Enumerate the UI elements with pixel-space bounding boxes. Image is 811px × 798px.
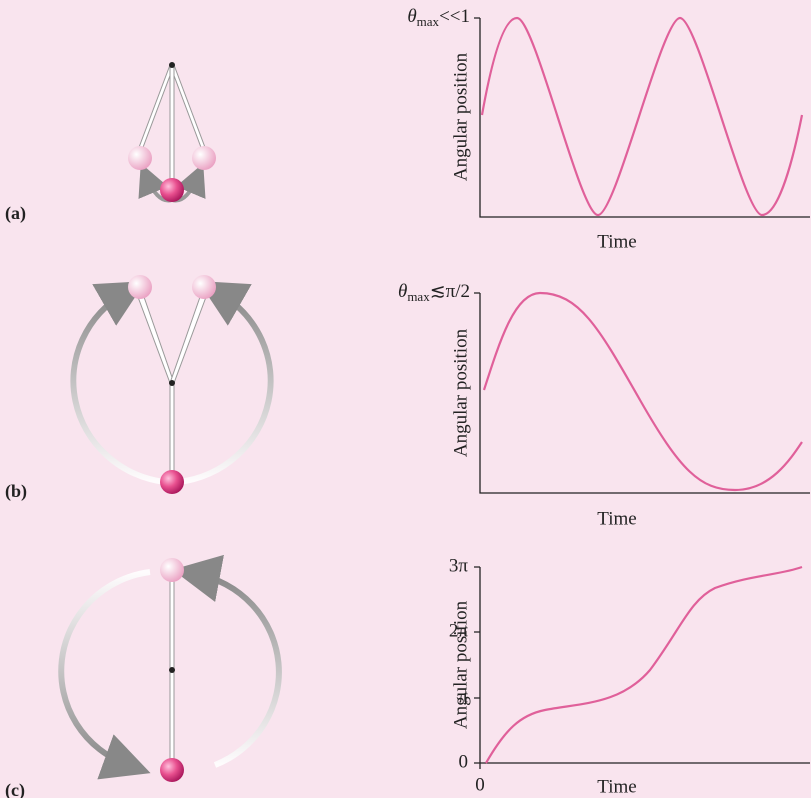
panel-label: (a) (5, 203, 26, 224)
x-axis-label: Time (597, 508, 636, 529)
y-axis-label: Angular position (450, 52, 471, 181)
graph-a (474, 16, 810, 218)
panel-label: (b) (5, 481, 27, 502)
y-tick-label: θmax≲π/2 (398, 281, 470, 304)
pendulum-b (70, 275, 274, 494)
graph-c (474, 565, 810, 769)
graph-b (474, 291, 810, 494)
y-axis-label: Angular position (450, 328, 471, 457)
y-tick-label: π (458, 686, 468, 707)
x-axis-label: Time (597, 776, 636, 797)
pendulum-a (128, 62, 216, 203)
pendulum-c (58, 554, 282, 782)
y-tick-label: 0 (459, 751, 469, 772)
panel-label: (c) (5, 780, 25, 798)
x-axis-label: Time (597, 231, 636, 252)
y-axis-label: Angular position (450, 600, 471, 729)
y-tick-label: 3π (449, 555, 469, 576)
y-tick-label: 2π (449, 620, 469, 641)
x-tick-label: 0 (475, 774, 485, 795)
y-tick-label: θmax<<1 (407, 6, 470, 29)
